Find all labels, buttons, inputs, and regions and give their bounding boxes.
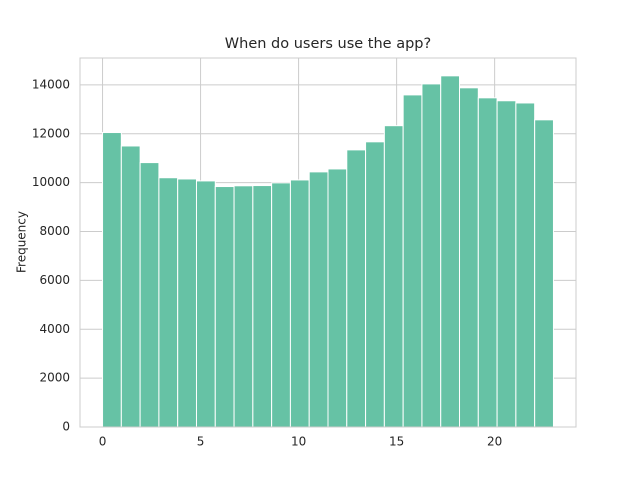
bar [365,141,385,428]
bar [383,125,404,428]
x-tick-label: 15 [389,435,404,449]
bar [195,180,216,428]
y-tick-label: 0 [62,420,70,434]
bar [289,179,310,428]
y-tick-label: 10000 [32,175,70,189]
bar [158,177,179,428]
bar [120,145,141,428]
bar [214,186,235,428]
y-tick-label: 8000 [39,224,70,238]
bar [327,168,348,428]
y-tick-label: 2000 [39,371,70,385]
bar [496,100,517,428]
y-tick-label: 6000 [39,273,70,287]
bar [346,149,367,428]
bar [308,171,329,428]
bar [459,87,479,428]
bar [139,162,160,428]
bar [102,132,122,428]
chart-title: When do users use the app? [225,36,431,52]
bar [177,178,197,428]
bar [271,182,291,428]
bar [421,83,442,428]
bar [515,102,536,428]
bar [252,185,273,428]
x-tick-label: 0 [99,435,107,449]
bar [440,75,461,428]
x-tick-label: 20 [487,435,502,449]
bar [233,185,254,428]
x-tick-label: 5 [197,435,205,449]
bar [477,97,498,428]
y-tick-label: 4000 [39,322,70,336]
x-tick-label: 10 [291,435,306,449]
plot-frame [79,57,577,428]
y-tick-label: 14000 [32,77,70,91]
bar [534,119,554,428]
bar [402,94,423,428]
y-axis-label: Frequency [15,211,29,273]
y-tick-label: 12000 [32,126,70,140]
